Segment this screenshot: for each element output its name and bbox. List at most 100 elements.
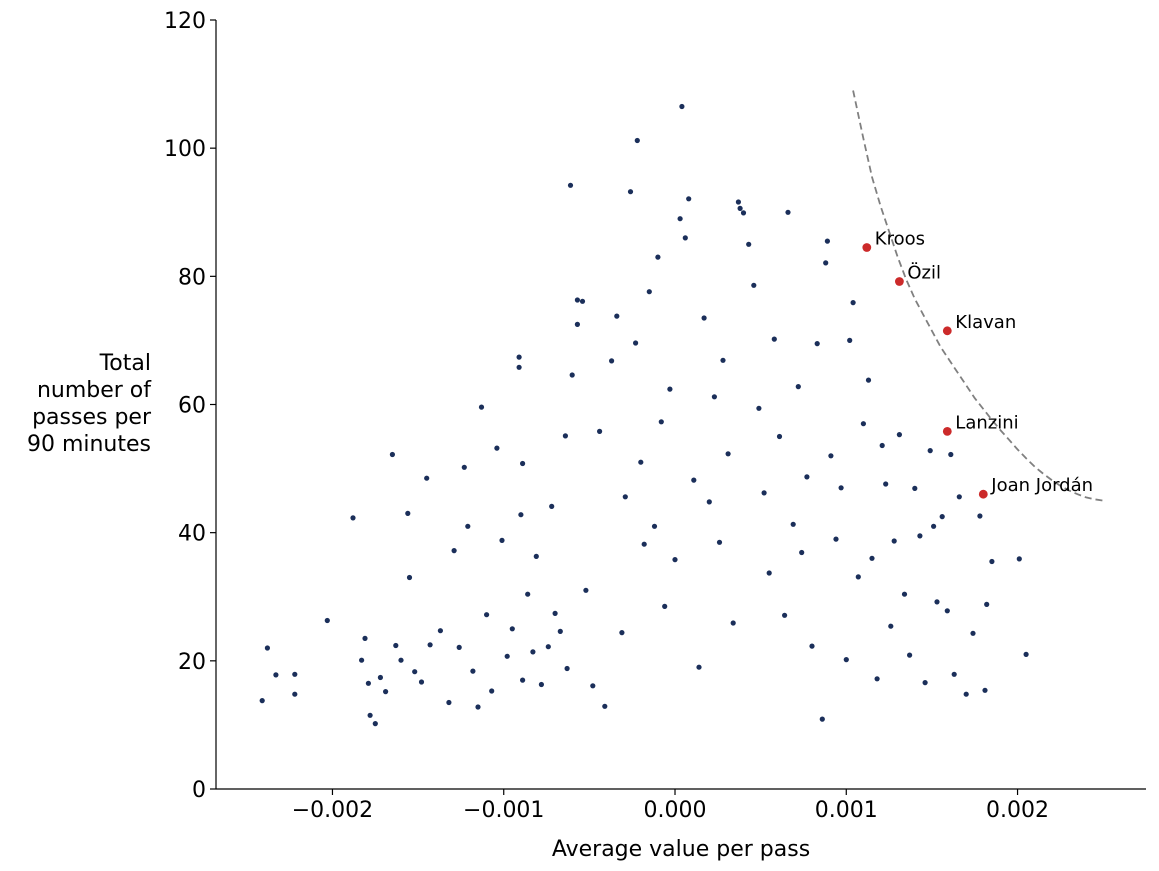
data-point — [437, 628, 443, 634]
highlighted-point — [942, 427, 952, 436]
data-point — [823, 260, 829, 266]
data-point — [951, 671, 957, 677]
data-point — [917, 533, 923, 539]
player-label: Klavan — [955, 312, 1016, 333]
data-point — [989, 558, 995, 565]
data-point — [638, 459, 644, 465]
data-point — [549, 503, 555, 509]
data-point — [446, 699, 452, 706]
y-tick-label: 40 — [178, 522, 206, 547]
data-point — [838, 485, 844, 491]
data-point — [398, 657, 404, 663]
axes-layer — [215, 20, 1146, 790]
data-point — [809, 643, 815, 649]
data-point — [465, 523, 471, 529]
y-axis-title: Total number of passes per 90 minutes — [27, 351, 152, 457]
data-point — [264, 645, 270, 651]
x-ticks-layer: −0.002 −0.001 0.000 0.001 0.002 — [292, 789, 1049, 823]
data-point — [424, 475, 430, 481]
data-point — [614, 313, 620, 319]
x-tick-label: −0.002 — [292, 798, 373, 823]
data-point — [533, 553, 539, 560]
data-point — [896, 432, 903, 438]
data-point — [701, 315, 707, 321]
data-point — [799, 549, 805, 556]
data-point — [478, 404, 485, 410]
data-point — [494, 445, 500, 451]
data-point — [627, 189, 634, 195]
data-point — [418, 679, 425, 685]
data-point — [552, 610, 558, 617]
y-axis-title-line-3: passes per — [32, 405, 152, 430]
data-point — [824, 238, 831, 244]
data-point — [934, 599, 940, 605]
data-point — [833, 536, 839, 542]
data-point — [372, 721, 378, 727]
data-point — [756, 405, 762, 411]
data-point — [590, 683, 596, 689]
data-point — [682, 235, 688, 241]
y-ticks-layer: 0 20 40 60 80 100 120 — [164, 9, 216, 803]
data-point — [655, 254, 661, 260]
data-point — [545, 644, 551, 650]
y-tick-label: 100 — [164, 137, 206, 162]
data-point — [679, 103, 685, 110]
data-point — [984, 601, 990, 608]
data-point — [716, 539, 723, 545]
data-point — [377, 674, 383, 681]
data-point — [405, 510, 411, 516]
data-point — [456, 644, 462, 651]
data-point — [977, 513, 983, 519]
data-point — [359, 657, 365, 663]
data-point — [574, 297, 581, 303]
data-point — [901, 591, 908, 597]
data-point — [362, 635, 368, 642]
data-point — [475, 704, 481, 710]
data-point — [484, 612, 490, 618]
data-point — [672, 557, 678, 563]
data-point — [633, 340, 639, 346]
highlighted-players-layer: Kroos Özil Klavan Lanzini Joan Jordán — [862, 229, 1093, 499]
data-point — [259, 698, 265, 704]
highlighted-point — [862, 243, 872, 252]
data-point — [776, 433, 783, 440]
highlighted-point — [978, 489, 988, 499]
y-axis-title-line-4: 90 minutes — [27, 432, 151, 457]
data-point — [273, 672, 279, 678]
data-point — [461, 464, 467, 470]
data-point — [504, 653, 510, 659]
data-point — [520, 677, 526, 683]
data-point — [850, 300, 856, 306]
data-point — [819, 716, 825, 722]
data-point — [737, 205, 743, 211]
y-tick-label: 120 — [164, 9, 206, 34]
data-point — [814, 341, 820, 347]
data-point — [944, 608, 950, 614]
data-point — [324, 617, 330, 624]
data-point — [499, 537, 505, 544]
data-point — [1016, 556, 1022, 562]
data-point — [516, 364, 522, 370]
data-point — [489, 688, 495, 694]
data-point — [350, 515, 356, 521]
data-point — [879, 442, 885, 449]
x-axis-title: Average value per pass — [552, 837, 810, 862]
data-point — [518, 512, 524, 518]
data-point — [931, 523, 937, 529]
data-point — [730, 620, 736, 626]
data-point — [948, 451, 954, 458]
data-point — [393, 642, 399, 649]
frontier-curve — [852, 90, 1104, 502]
data-point — [583, 587, 589, 593]
data-point — [720, 357, 726, 363]
data-point — [874, 676, 880, 682]
x-tick-label: 0.001 — [815, 798, 878, 823]
data-point — [597, 428, 603, 434]
data-point — [609, 358, 615, 364]
data-point — [574, 321, 581, 327]
data-point — [520, 460, 526, 467]
highlighted-point — [895, 277, 904, 286]
data-point — [790, 521, 796, 527]
y-tick-label: 0 — [192, 778, 206, 803]
